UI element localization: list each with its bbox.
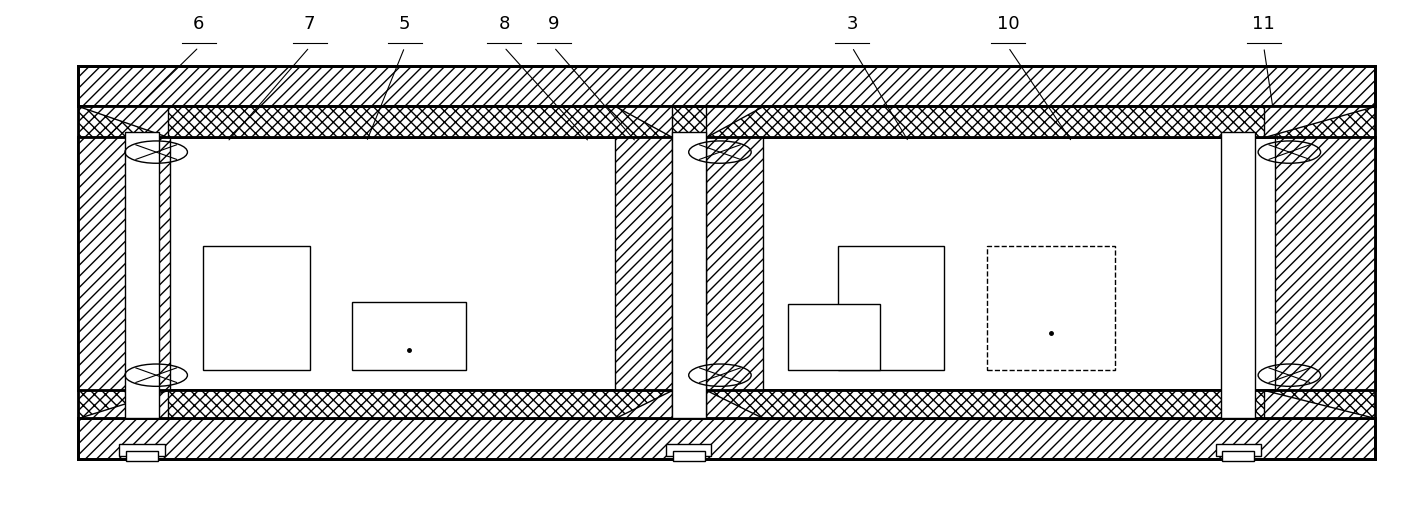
Bar [125, 132, 159, 418]
Bar [838, 246, 944, 370]
Bar [78, 66, 1375, 106]
Bar [666, 444, 711, 456]
Polygon shape [615, 106, 672, 137]
Polygon shape [1264, 106, 1375, 137]
Bar [673, 451, 704, 461]
Bar [352, 302, 466, 370]
Polygon shape [615, 390, 672, 418]
Bar [78, 390, 1375, 418]
Polygon shape [706, 106, 763, 137]
Bar [78, 106, 1375, 137]
Text: 7: 7 [304, 15, 315, 33]
Bar [78, 418, 1375, 459]
Text: 6: 6 [193, 15, 204, 33]
Bar [126, 451, 158, 461]
Bar [672, 132, 706, 418]
Bar [1223, 451, 1254, 461]
Bar [203, 246, 310, 370]
Text: 11: 11 [1252, 15, 1275, 33]
Polygon shape [78, 106, 168, 137]
Bar [987, 246, 1115, 370]
Polygon shape [706, 390, 763, 418]
Text: 10: 10 [997, 15, 1020, 33]
Bar [788, 304, 880, 370]
Polygon shape [78, 390, 168, 418]
Bar [78, 137, 170, 390]
Text: 8: 8 [498, 15, 510, 33]
Bar [78, 137, 1375, 390]
Text: 9: 9 [548, 15, 559, 33]
Text: 5: 5 [399, 15, 410, 33]
Bar [1221, 132, 1255, 418]
Bar [706, 137, 763, 390]
Bar [1275, 137, 1375, 390]
Polygon shape [1264, 390, 1375, 418]
Bar [615, 137, 672, 390]
Text: 3: 3 [846, 15, 858, 33]
Bar [119, 444, 165, 456]
Bar [1216, 444, 1261, 456]
